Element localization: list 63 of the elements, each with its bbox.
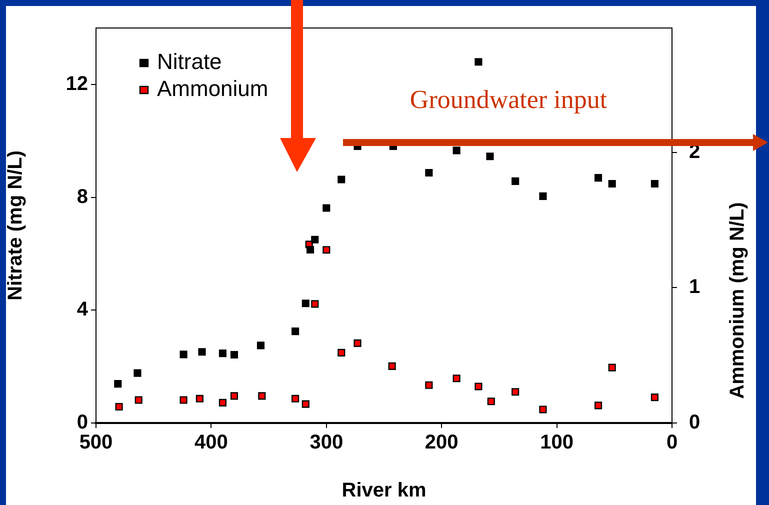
- x-tick-label: 100: [540, 432, 574, 454]
- x-tick-label: 400: [194, 432, 228, 454]
- y2-tick-label: 1: [689, 276, 700, 298]
- legend-label: Ammonium: [157, 76, 268, 102]
- point: [425, 381, 433, 389]
- point: [230, 350, 238, 359]
- point: [539, 406, 547, 414]
- point: [196, 394, 204, 402]
- point: [292, 394, 300, 402]
- point: [452, 146, 460, 154]
- y2-tick-label: 0: [689, 412, 700, 434]
- annotation: Groundwater input: [410, 84, 608, 114]
- point: [134, 369, 142, 377]
- point: [650, 394, 658, 402]
- point: [338, 348, 346, 356]
- point: [608, 180, 616, 188]
- point: [425, 168, 433, 177]
- point: [388, 362, 396, 370]
- x-tick-label: 0: [666, 432, 678, 454]
- point: [512, 177, 520, 185]
- y2-axis-title: Ammonium (mg N/L): [726, 202, 749, 399]
- point: [594, 174, 602, 182]
- point: [474, 382, 482, 390]
- point: [256, 342, 265, 350]
- legend-label: Nitrate: [157, 49, 222, 74]
- point: [322, 204, 330, 212]
- point: [258, 392, 266, 400]
- point: [302, 400, 310, 408]
- y-tick-label: 8: [76, 186, 88, 208]
- point: [594, 402, 602, 410]
- point: [198, 348, 206, 356]
- point: [452, 374, 460, 382]
- point: [338, 176, 346, 184]
- point: [306, 246, 314, 254]
- point: [311, 236, 319, 244]
- point: [486, 152, 494, 160]
- point: [292, 328, 300, 336]
- point: [354, 339, 362, 347]
- point: [180, 350, 188, 358]
- x-axis-title: River km: [342, 480, 426, 502]
- x-tick-label: 300: [310, 432, 344, 454]
- y-tick-label: 4: [76, 298, 89, 321]
- point: [218, 398, 226, 406]
- point: [230, 392, 238, 400]
- point: [218, 350, 226, 358]
- y-tick-label: 0: [76, 412, 88, 434]
- point: [487, 398, 495, 406]
- point: [608, 364, 616, 372]
- point: [512, 388, 520, 396]
- y-axis-title: Nitrate (mg N/L): [4, 150, 27, 300]
- y-tick-label: 12: [66, 72, 88, 95]
- point: [302, 300, 310, 308]
- x-tick-label: 500: [79, 432, 113, 454]
- point: [474, 58, 482, 66]
- point: [115, 402, 123, 411]
- x-tick-label: 200: [424, 432, 458, 454]
- point: [322, 246, 330, 254]
- point: [650, 180, 658, 188]
- point: [539, 192, 547, 200]
- point: [114, 380, 122, 388]
- point: [180, 396, 188, 404]
- point: [134, 396, 142, 404]
- point: [311, 300, 319, 308]
